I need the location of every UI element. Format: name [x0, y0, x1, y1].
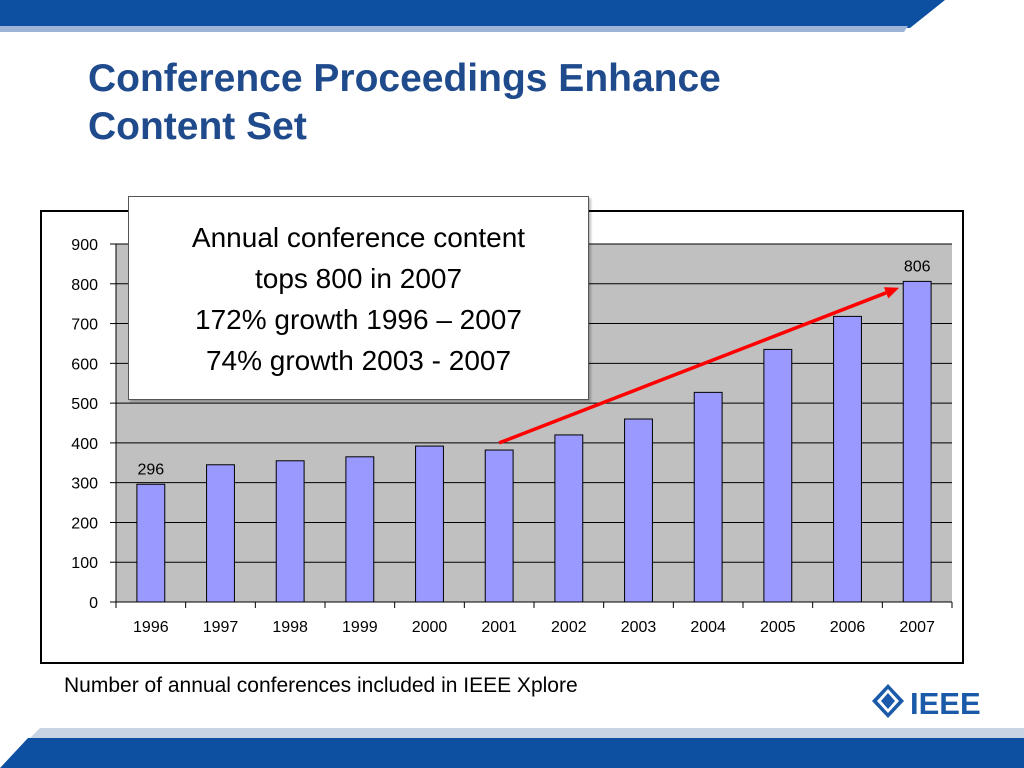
bar: [345, 456, 375, 603]
y-tick-label: 300: [71, 476, 98, 493]
x-tick-label: 2003: [621, 619, 657, 636]
x-tick-label: 2007: [899, 619, 935, 636]
callout-line-1: Annual conference content: [191, 222, 526, 253]
x-tick-label: 1997: [203, 619, 239, 636]
bar: [554, 434, 584, 603]
bar: [484, 449, 514, 603]
bar: [206, 464, 235, 603]
bottom-banner: [0, 728, 1024, 768]
slide-title: Conference Proceedings Enhance Content S…: [88, 55, 948, 151]
ieee-diamond-icon: [872, 684, 904, 718]
y-tick-label: 100: [71, 555, 98, 572]
x-tick-label: 2002: [551, 619, 587, 636]
y-tick-label: 600: [71, 356, 98, 373]
callout-line-4: 74% growth 2003 - 2007: [205, 345, 512, 376]
data-label: 806: [904, 258, 931, 275]
y-tick-label: 200: [71, 515, 98, 532]
y-tick-label: 500: [71, 396, 98, 413]
x-tick-label: 1996: [133, 619, 169, 636]
x-tick-label: 1999: [342, 619, 378, 636]
title-line-1: Conference Proceedings Enhance: [88, 57, 721, 100]
bar: [833, 315, 862, 603]
chart-caption: Number of annual conferences included in…: [64, 674, 578, 697]
y-tick-label: 700: [71, 317, 98, 334]
x-tick-label: 2006: [830, 619, 866, 636]
y-tick-label: 400: [71, 436, 98, 453]
bar: [763, 348, 793, 603]
logo-text: IEEE: [910, 686, 981, 721]
bar: [136, 483, 166, 603]
y-tick-label: 0: [89, 595, 98, 612]
y-tick-label: 900: [71, 237, 98, 254]
x-tick-label: 1998: [272, 619, 308, 636]
bar: [275, 460, 305, 603]
x-tick-label: 2001: [481, 619, 517, 636]
callout-line-3: 172% growth 1996 – 2007: [195, 304, 522, 335]
bar: [902, 280, 932, 603]
bar: [624, 418, 653, 603]
data-label: 296: [137, 461, 164, 478]
trend-arrow-head: [883, 287, 900, 299]
annotation-callout: Annual conference content tops 800 in 20…: [128, 196, 589, 400]
bar: [415, 445, 444, 603]
x-tick-label: 2005: [760, 619, 796, 636]
y-tick-label: 800: [71, 277, 98, 294]
x-tick-label: 2000: [412, 619, 448, 636]
top-banner: [0, 0, 1024, 32]
ieee-logo: IEEE: [872, 684, 981, 721]
x-tick-label: 2004: [690, 619, 726, 636]
bar: [693, 391, 723, 603]
trend-arrow-line: [498, 291, 887, 445]
callout-line-2: tops 800 in 2007: [254, 263, 463, 294]
title-line-2: Content Set: [88, 105, 307, 148]
